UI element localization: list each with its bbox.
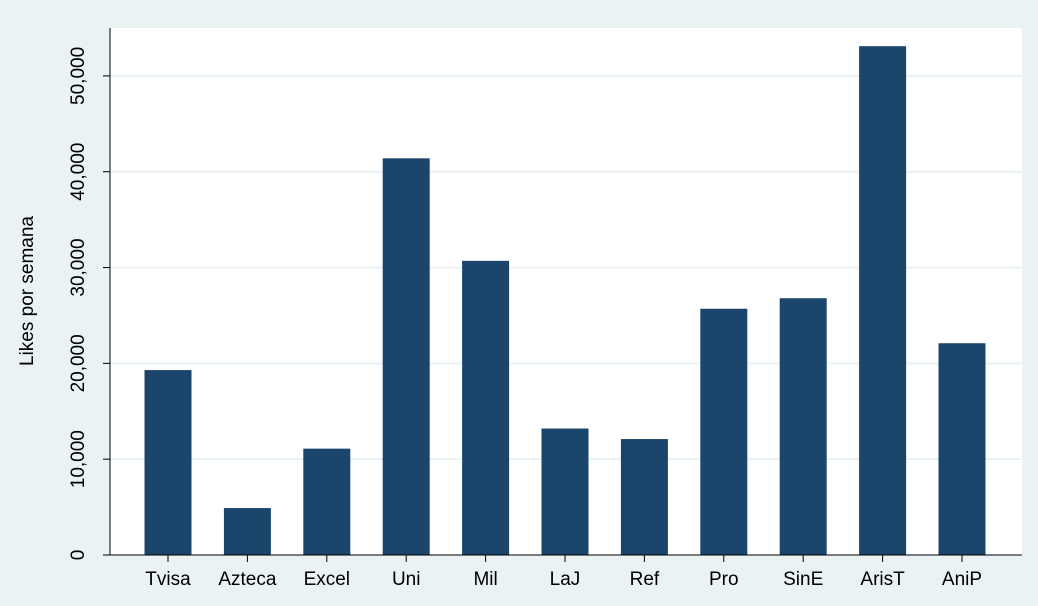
x-axis-ticks: Tvisa Azteca Excel Uni Mil LaJ Ref Pro SinE ArisT… bbox=[145, 555, 982, 590]
bar-ref bbox=[621, 439, 668, 555]
x-tick-label: ArisT bbox=[860, 569, 905, 590]
x-tick-label: Ref bbox=[630, 569, 660, 590]
y-axis-ticks: 0 10,000 20,000 30,000 40,000 50,000 bbox=[68, 47, 110, 560]
x-tick-label: Mil bbox=[473, 569, 497, 590]
bar-arist bbox=[859, 46, 906, 555]
x-tick-label: LaJ bbox=[550, 569, 581, 590]
y-tick-label: 30,000 bbox=[68, 238, 89, 296]
y-tick-label: 40,000 bbox=[68, 143, 89, 201]
bar-azteca bbox=[224, 508, 271, 555]
y-tick-label: 20,000 bbox=[68, 334, 89, 392]
y-tick-label: 10,000 bbox=[68, 430, 89, 488]
y-tick-label: 50,000 bbox=[68, 47, 89, 105]
x-tick-label: Tvisa bbox=[145, 569, 191, 590]
bar-excel bbox=[303, 449, 350, 555]
y-axis-title: Likes por semana bbox=[17, 216, 38, 366]
x-tick-label: Pro bbox=[709, 569, 739, 590]
x-tick-label: Azteca bbox=[218, 569, 277, 590]
x-tick-label: AniP bbox=[942, 569, 982, 590]
bar-pro bbox=[700, 309, 747, 555]
bar-tvisa bbox=[145, 370, 192, 555]
bar-laj bbox=[542, 429, 589, 555]
x-tick-label: Excel bbox=[304, 569, 350, 590]
bar-uni bbox=[383, 158, 430, 555]
bar-anip bbox=[939, 343, 986, 555]
bar-mil bbox=[462, 261, 509, 555]
x-tick-label: SinE bbox=[783, 569, 823, 590]
y-tick-label: 0 bbox=[68, 550, 89, 561]
x-tick-label: Uni bbox=[392, 569, 421, 590]
bar-sine bbox=[780, 298, 827, 555]
